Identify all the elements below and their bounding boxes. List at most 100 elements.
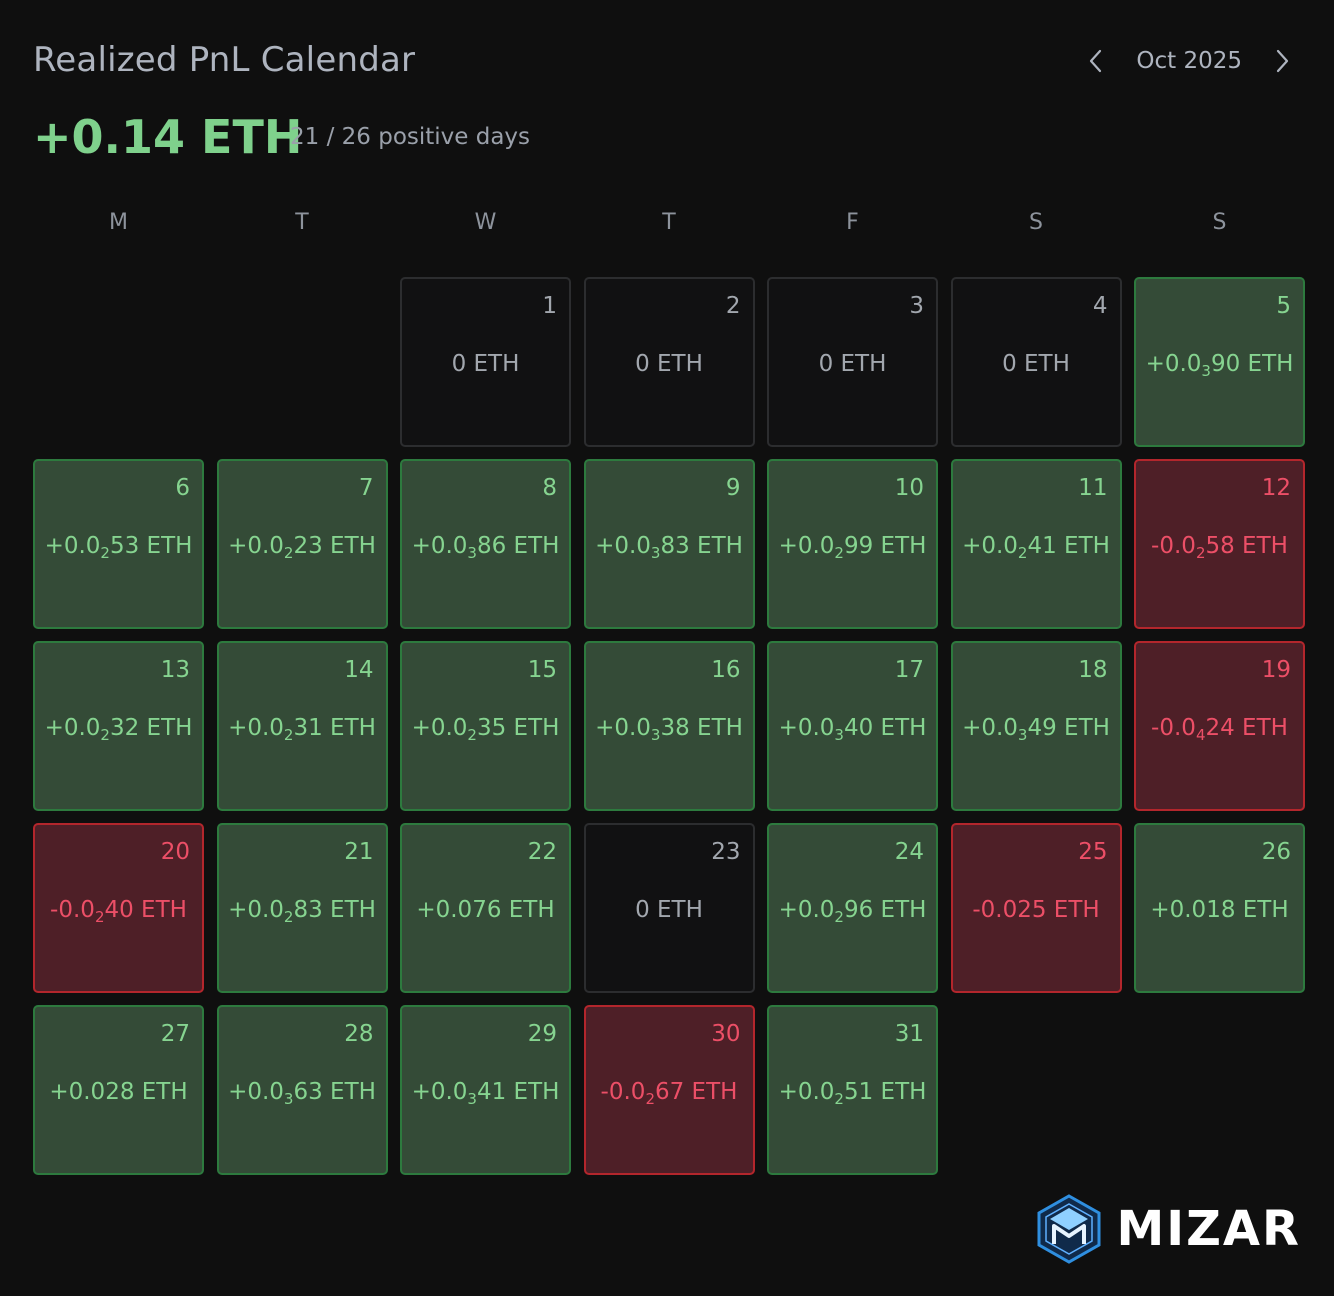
pnl-text-part: +0.0: [595, 533, 651, 559]
calendar-day-cell[interactable]: 24 +0.0296 ETH: [767, 823, 938, 993]
calendar-day-cell[interactable]: 26 +0.018 ETH: [1134, 823, 1305, 993]
calendar-day-cell[interactable]: 16 +0.0338 ETH: [583, 641, 755, 811]
calendar-day-cell[interactable]: 11 +0.0241 ETH: [950, 459, 1122, 629]
calendar-day-cell[interactable]: 30 -0.0267 ETH: [583, 1005, 755, 1175]
total-pnl: +0.14 ETH: [33, 110, 303, 164]
pnl-text-part: +0.0: [962, 715, 1018, 741]
calendar-day-cell[interactable]: 9 +0.0383 ETH: [583, 459, 755, 629]
pnl-text-part: +0.0: [44, 533, 101, 559]
pnl-text-part: +0.0: [778, 1079, 835, 1105]
calendar-day-cell[interactable]: 4 0 ETH: [950, 277, 1122, 447]
pnl-text-part: 67 ETH: [654, 1079, 738, 1105]
day-pnl-value: +0.0253 ETH: [35, 533, 202, 561]
previous-month-button[interactable]: [1084, 44, 1108, 78]
day-number: 19: [1261, 657, 1291, 683]
day-number: 14: [344, 657, 374, 683]
day-pnl-value: +0.0231 ETH: [219, 715, 386, 743]
calendar-day-cell[interactable]: 23 0 ETH: [583, 823, 755, 993]
pnl-text-part: +0.076 ETH: [416, 897, 555, 923]
pnl-text-part: 24 ETH: [1205, 715, 1288, 741]
pnl-text-part: 0 ETH: [635, 897, 703, 923]
calendar-day-cell[interactable]: 25 -0.025 ETH: [950, 823, 1122, 993]
day-pnl-value: -0.025 ETH: [953, 897, 1120, 923]
calendar-day-cell[interactable]: 14 +0.0231 ETH: [216, 641, 388, 811]
pnl-text-part: 41 ETH: [476, 1079, 560, 1105]
calendar-day-cell[interactable]: 22 +0.076 ETH: [400, 823, 571, 993]
weekday-sat: S: [1029, 210, 1043, 235]
zero-count-subscript: 2: [100, 726, 110, 744]
day-pnl-value: -0.0258 ETH: [1136, 533, 1303, 561]
zero-count-subscript: 2: [834, 544, 844, 562]
calendar-day-cell[interactable]: 31 +0.0251 ETH: [767, 1005, 938, 1175]
calendar-day-cell[interactable]: 20 -0.0240 ETH: [33, 823, 204, 993]
calendar-day-cell[interactable]: 7 +0.0223 ETH: [216, 459, 388, 629]
pnl-text-part: 40 ETH: [104, 897, 187, 923]
day-number: 10: [894, 475, 924, 501]
day-pnl-value: -0.0267 ETH: [586, 1079, 753, 1107]
chevron-left-icon: [1090, 49, 1102, 73]
calendar-day-cell[interactable]: 10 +0.0299 ETH: [767, 459, 938, 629]
day-pnl-value: +0.0283 ETH: [219, 897, 386, 925]
calendar-day-cell[interactable]: 27 +0.028 ETH: [33, 1005, 204, 1175]
pnl-text-part: +0.0: [228, 533, 284, 559]
pnl-text-part: +0.0: [411, 1079, 468, 1105]
calendar-day-cell[interactable]: 15 +0.0235 ETH: [400, 641, 571, 811]
calendar-empty-cell: [217, 277, 388, 447]
day-number: 6: [175, 475, 190, 501]
zero-count-subscript: 3: [650, 726, 661, 744]
pnl-text-part: 40 ETH: [843, 715, 927, 741]
calendar-day-cell[interactable]: 18 +0.0349 ETH: [950, 641, 1122, 811]
day-pnl-value: +0.0386 ETH: [402, 533, 569, 561]
zero-count-subscript: 3: [1017, 726, 1028, 744]
calendar-day-cell[interactable]: 6 +0.0253 ETH: [33, 459, 204, 629]
day-pnl-value: +0.0296 ETH: [769, 897, 936, 925]
zero-count-subscript: 2: [94, 908, 105, 926]
calendar-day-cell[interactable]: 13 +0.0232 ETH: [33, 641, 204, 811]
calendar-day-cell[interactable]: 19 -0.0424 ETH: [1134, 641, 1305, 811]
day-pnl-value: +0.0341 ETH: [402, 1079, 569, 1107]
pnl-text-part: +0.0: [411, 715, 468, 741]
day-number: 24: [894, 839, 924, 865]
month-navigation: Oct 2025: [1084, 44, 1294, 78]
zero-count-subscript: 3: [283, 1090, 294, 1108]
page-title: Realized PnL Calendar: [33, 40, 416, 80]
calendar-day-cell[interactable]: 28 +0.0363 ETH: [216, 1005, 388, 1175]
pnl-text-part: +0.0: [44, 715, 101, 741]
pnl-text-part: 83 ETH: [660, 533, 743, 559]
calendar-day-cell[interactable]: 8 +0.0386 ETH: [400, 459, 571, 629]
day-number: 1: [542, 293, 557, 319]
day-pnl-value: +0.018 ETH: [1136, 897, 1303, 923]
zero-count-subscript: 2: [283, 544, 294, 562]
day-number: 22: [527, 839, 557, 865]
day-number: 16: [711, 657, 741, 683]
pnl-text-part: 38 ETH: [660, 715, 743, 741]
calendar-day-cell[interactable]: 29 +0.0341 ETH: [400, 1005, 571, 1175]
pnl-text-part: 0 ETH: [1002, 351, 1070, 377]
calendar-day-cell[interactable]: 2 0 ETH: [583, 277, 755, 447]
pnl-text-part: 96 ETH: [843, 897, 927, 923]
zero-count-subscript: 2: [1017, 544, 1028, 562]
day-pnl-value: 0 ETH: [586, 897, 753, 923]
calendar-day-cell[interactable]: 3 0 ETH: [767, 277, 938, 447]
day-pnl-value: -0.0240 ETH: [35, 897, 202, 926]
next-month-button[interactable]: [1270, 44, 1294, 78]
pnl-text-part: +0.0: [411, 533, 468, 559]
chevron-right-icon: [1276, 49, 1289, 73]
weekday-thu: T: [662, 210, 676, 235]
day-number: 5: [1276, 293, 1291, 319]
pnl-text-part: 53 ETH: [109, 533, 193, 559]
zero-count-subscript: 2: [834, 1090, 844, 1108]
day-number: 2: [725, 293, 741, 319]
day-number: 29: [527, 1021, 557, 1047]
pnl-text-part: 41 ETH: [1027, 533, 1110, 559]
calendar-day-cell[interactable]: 5 +0.0390 ETH: [1134, 277, 1305, 447]
calendar-day-cell[interactable]: 17 +0.0340 ETH: [767, 641, 938, 811]
pnl-text-part: 83 ETH: [293, 897, 376, 923]
day-number: 12: [1261, 475, 1291, 501]
day-pnl-value: +0.0349 ETH: [953, 715, 1120, 744]
calendar-day-cell[interactable]: 1 0 ETH: [400, 277, 571, 447]
pnl-text-part: 99 ETH: [843, 533, 927, 559]
calendar-day-cell[interactable]: 21 +0.0283 ETH: [216, 823, 388, 993]
calendar-day-cell[interactable]: 12 -0.0258 ETH: [1134, 459, 1305, 629]
weekday-header: M T W T F S S: [33, 210, 1301, 235]
